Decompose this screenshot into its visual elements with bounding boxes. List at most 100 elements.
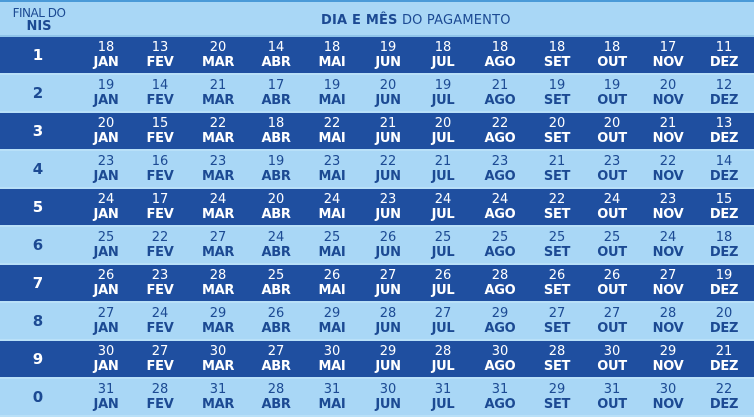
payment-day: 25 bbox=[267, 268, 285, 283]
payment-month: JUL bbox=[431, 93, 455, 108]
payment-month: SET bbox=[543, 55, 571, 70]
payment-day: 26 bbox=[603, 268, 621, 283]
payment-month: MAI bbox=[318, 55, 346, 70]
payment-date-cell: 30 JUN bbox=[360, 382, 416, 413]
payment-day: 18 bbox=[491, 40, 509, 55]
payment-month: SET bbox=[543, 397, 571, 412]
payment-date-cell: 28 ABR bbox=[248, 382, 304, 413]
payment-month: MAI bbox=[318, 207, 346, 222]
payment-month: SET bbox=[543, 283, 571, 298]
payment-date-cell: 15 FEV bbox=[132, 116, 188, 147]
payment-month: JAN bbox=[93, 55, 119, 70]
payment-day: 23 bbox=[603, 154, 621, 169]
payment-date-cell: 28 FEV bbox=[132, 382, 188, 413]
payment-month: JAN bbox=[93, 321, 119, 336]
payment-day: 30 bbox=[323, 344, 341, 359]
payment-day: 22 bbox=[209, 116, 227, 131]
payment-date-cell: 27 NOV bbox=[640, 268, 696, 299]
payment-day: 21 bbox=[434, 154, 452, 169]
nis-final-digit: 0 bbox=[32, 388, 44, 406]
payment-day: 17 bbox=[267, 78, 285, 93]
payment-date-cell: 13 FEV bbox=[132, 40, 188, 71]
title-bold: DIA E MÊS bbox=[321, 13, 398, 28]
payment-day: 24 bbox=[603, 192, 621, 207]
payment-day: 22 bbox=[548, 192, 566, 207]
payment-date-cell: 30 MAI bbox=[304, 344, 360, 375]
payment-month: JUL bbox=[431, 207, 455, 222]
payment-day: 25 bbox=[434, 230, 452, 245]
payment-month: MAI bbox=[318, 359, 346, 374]
payment-day: 20 bbox=[715, 306, 733, 321]
payment-day: 25 bbox=[603, 230, 621, 245]
payment-date-cell: 19 DEZ bbox=[696, 268, 752, 299]
payment-day: 19 bbox=[97, 78, 115, 93]
payment-day: 30 bbox=[209, 344, 227, 359]
payment-month: NOV bbox=[652, 131, 684, 146]
payment-date-cell: 24 FEV bbox=[132, 306, 188, 337]
payment-month: FEV bbox=[146, 169, 174, 184]
payment-month: MAR bbox=[201, 93, 235, 108]
payment-date-cell: 29 NOV bbox=[640, 344, 696, 375]
payment-day: 25 bbox=[548, 230, 566, 245]
payment-date-cell: 21 AGO bbox=[472, 78, 528, 109]
payment-day: 31 bbox=[97, 382, 115, 397]
payment-day: 19 bbox=[379, 40, 397, 55]
nis-header-line2: NIS bbox=[26, 19, 52, 34]
payment-month: MAR bbox=[201, 321, 235, 336]
payment-month: JUL bbox=[431, 131, 455, 146]
payment-date-cell: 27 MAR bbox=[190, 230, 246, 261]
payment-date-cell: 18 OUT bbox=[584, 40, 640, 71]
payment-month: JAN bbox=[93, 283, 119, 298]
payment-date-cell: 30 AGO bbox=[472, 344, 528, 375]
payment-date-cell: 30 OUT bbox=[584, 344, 640, 375]
payment-date-cell: 22 DEZ bbox=[696, 382, 752, 413]
payment-day: 24 bbox=[491, 192, 509, 207]
payment-date-cell: 24 ABR bbox=[248, 230, 304, 261]
payment-month: MAR bbox=[201, 55, 235, 70]
payment-date-cell: 22 MAR bbox=[190, 116, 246, 147]
payment-day: 27 bbox=[379, 268, 397, 283]
payment-month: JUN bbox=[375, 321, 401, 336]
payment-day: 29 bbox=[548, 382, 566, 397]
payment-day: 28 bbox=[659, 306, 677, 321]
payment-day: 24 bbox=[323, 192, 341, 207]
payment-day: 27 bbox=[151, 344, 169, 359]
payment-date-cell: 27 SET bbox=[529, 306, 585, 337]
payment-day: 29 bbox=[209, 306, 227, 321]
payment-month: SET bbox=[543, 207, 571, 222]
payment-month: SET bbox=[543, 245, 571, 260]
nis-final-digit: 7 bbox=[32, 274, 44, 292]
payment-date-cell: 20 SET bbox=[529, 116, 585, 147]
payment-month: JUN bbox=[375, 283, 401, 298]
payment-date-cell: 24 JAN bbox=[78, 192, 134, 223]
payment-day: 26 bbox=[323, 268, 341, 283]
payment-day: 16 bbox=[151, 154, 169, 169]
payment-date-cell: 25 MAI bbox=[304, 230, 360, 261]
payment-month: SET bbox=[543, 321, 571, 336]
payment-date-cell: 26 JAN bbox=[78, 268, 134, 299]
payment-date-cell: 31 JAN bbox=[78, 382, 134, 413]
payment-day: 15 bbox=[715, 192, 733, 207]
payment-month: JUN bbox=[375, 169, 401, 184]
payment-date-cell: 31 OUT bbox=[584, 382, 640, 413]
payment-date-cell: 29 MAR bbox=[190, 306, 246, 337]
payment-day: 30 bbox=[379, 382, 397, 397]
payment-month: JUN bbox=[375, 131, 401, 146]
payment-month: MAI bbox=[318, 245, 346, 260]
payment-month: MAR bbox=[201, 207, 235, 222]
payment-day: 26 bbox=[267, 306, 285, 321]
payment-month: MAR bbox=[201, 359, 235, 374]
payment-day: 24 bbox=[209, 192, 227, 207]
payment-day: 21 bbox=[209, 78, 227, 93]
payment-date-cell: 28 SET bbox=[529, 344, 585, 375]
payment-month: FEV bbox=[146, 359, 174, 374]
payment-date-cell: 14 ABR bbox=[248, 40, 304, 71]
payment-day: 27 bbox=[267, 344, 285, 359]
payment-day: 23 bbox=[209, 154, 227, 169]
payment-date-cell: 26 JUL bbox=[415, 268, 471, 299]
payment-day: 27 bbox=[659, 268, 677, 283]
payment-date-cell: 24 MAR bbox=[190, 192, 246, 223]
nis-final-digit: 4 bbox=[32, 160, 44, 178]
payment-date-cell: 22 FEV bbox=[132, 230, 188, 261]
payment-day: 31 bbox=[323, 382, 341, 397]
